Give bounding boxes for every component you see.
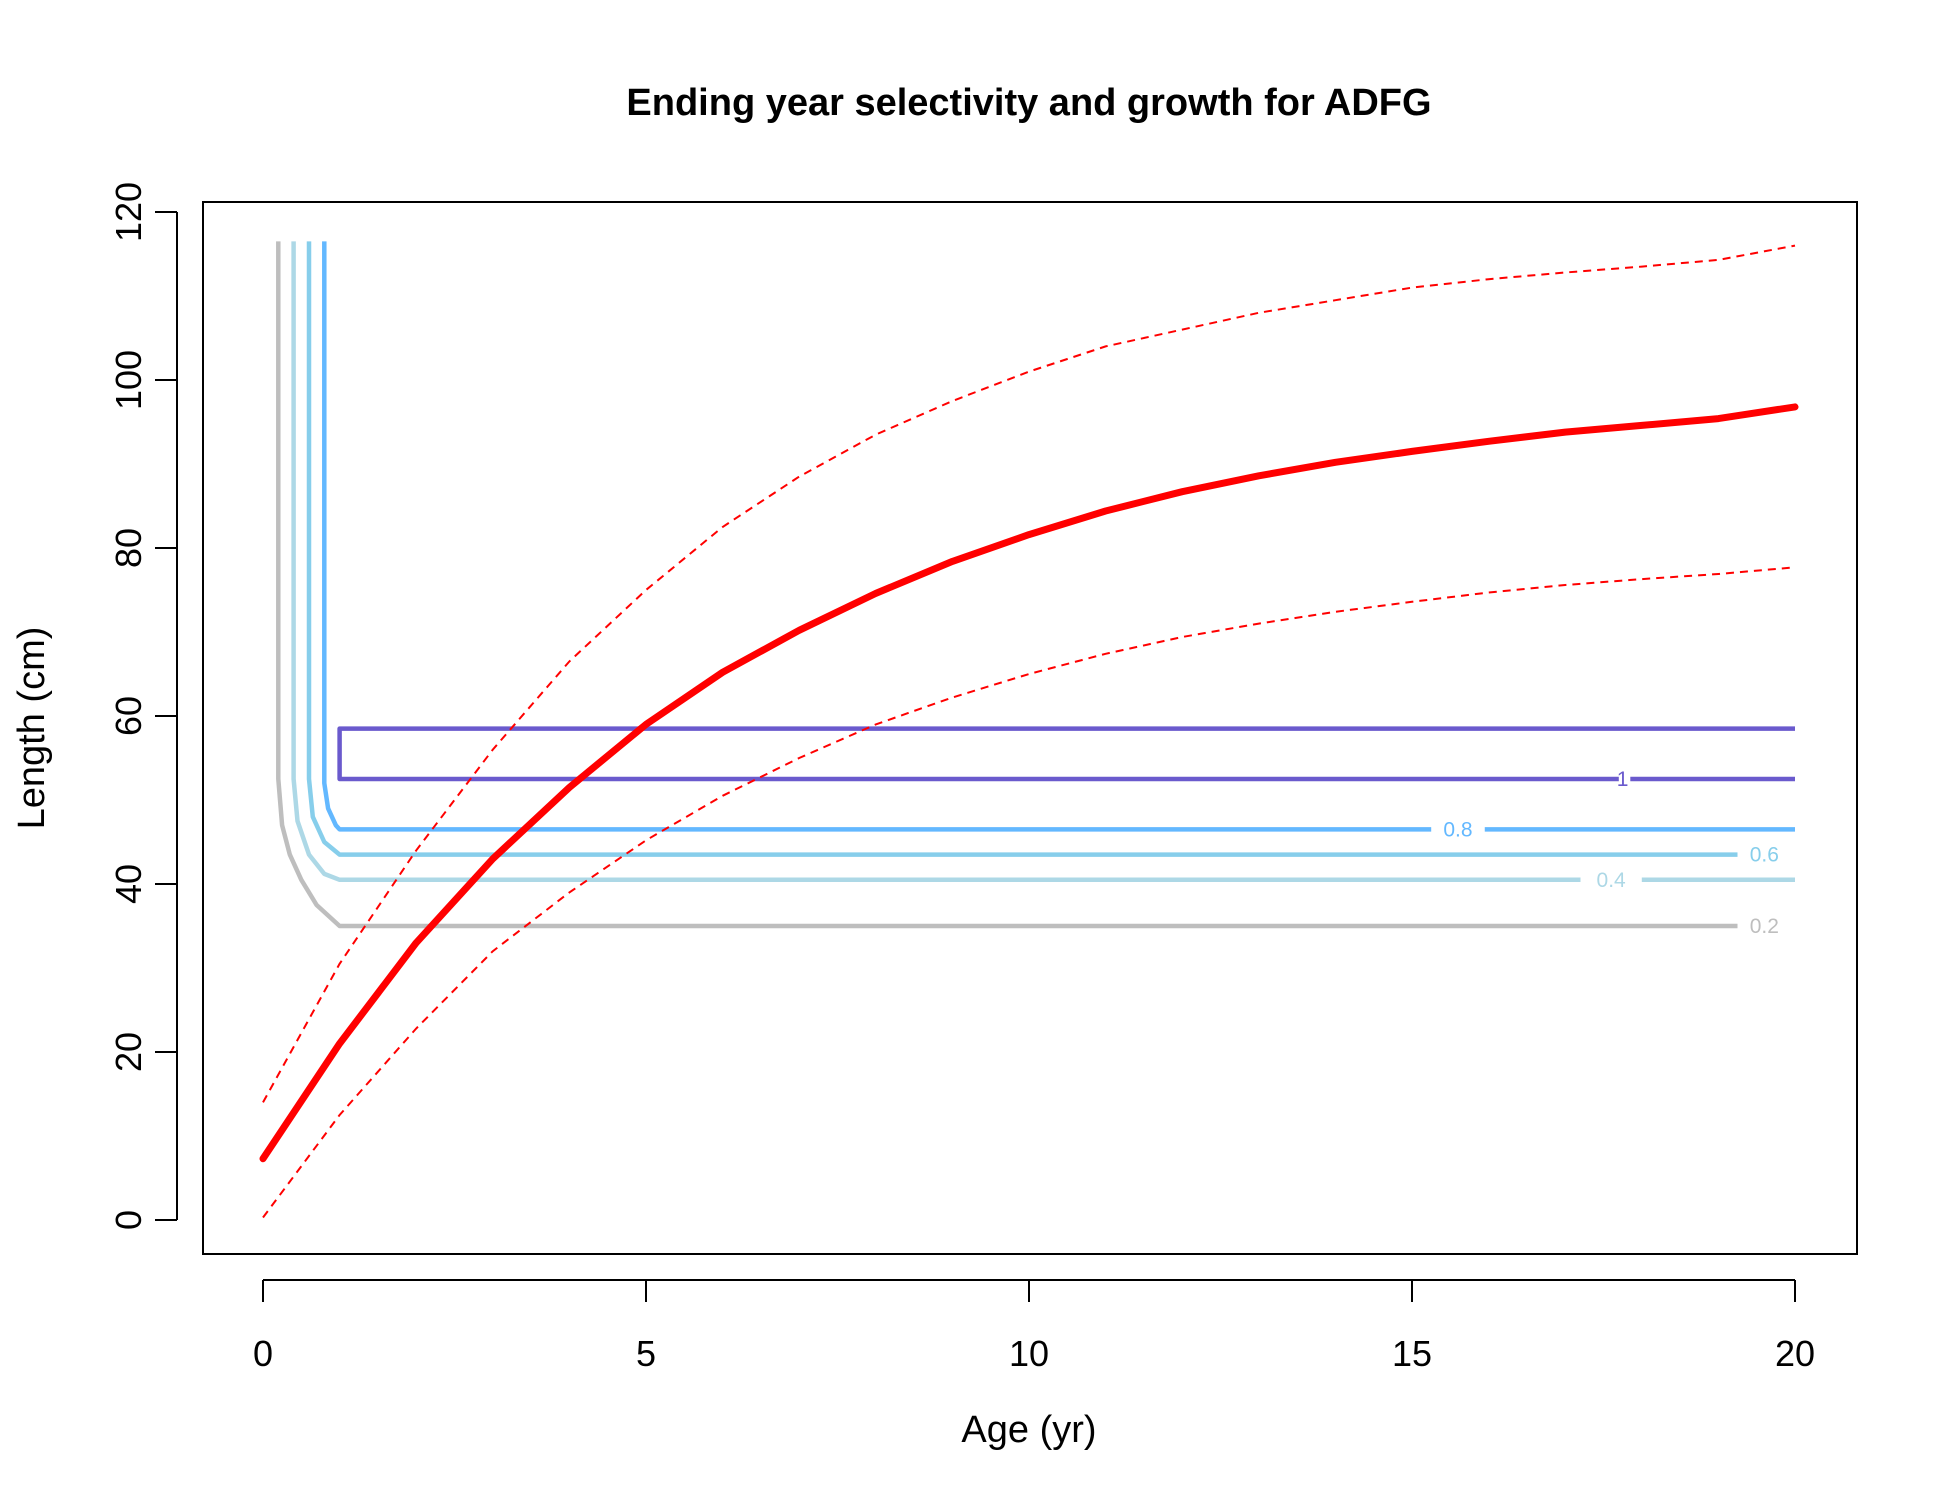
y-tick-label: 60 — [108, 696, 149, 736]
x-tick-label: 20 — [1775, 1333, 1815, 1374]
y-axis-label: Length (cm) — [11, 627, 53, 830]
contour-label: 0.2 — [1750, 915, 1779, 938]
contour-label: 1 — [1617, 768, 1629, 791]
contour-label: 0.4 — [1597, 869, 1627, 892]
y-tick-label: 40 — [108, 864, 149, 904]
growth-lower-interval-line — [262, 566, 1796, 1219]
selectivity-contour-0-4 — [291, 241, 1581, 883]
y-tick-label: 20 — [108, 1032, 149, 1072]
selectivity-contour-1 — [337, 726, 1795, 782]
selectivity-contour-0-2 — [276, 241, 1738, 929]
x-tick-label: 0 — [253, 1333, 273, 1374]
x-axis-label: Age (yr) — [961, 1409, 1096, 1451]
plot-area: 0.2 0.4 0.6 0.8 1 — [259, 241, 1799, 1219]
contour-label: 0.8 — [1443, 818, 1472, 841]
x-axis: 0 5 10 15 20 — [253, 1279, 1815, 1374]
x-tick-label: 5 — [636, 1333, 656, 1374]
contour-label: 0.6 — [1750, 844, 1779, 867]
selectivity-contour-0-6 — [306, 241, 1738, 857]
y-tick-label: 80 — [108, 528, 149, 568]
y-tick-label: 120 — [108, 182, 149, 242]
growth-upper-interval-line — [262, 244, 1796, 1103]
y-tick-label: 100 — [108, 350, 149, 410]
x-tick-label: 10 — [1009, 1333, 1049, 1374]
selectivity-contour-0-8 — [322, 241, 1432, 832]
y-axis: 0 20 40 60 80 100 120 — [108, 182, 178, 1230]
plot-frame — [202, 201, 1858, 1255]
x-tick-label: 15 — [1392, 1333, 1432, 1374]
y-tick-label: 0 — [108, 1210, 149, 1230]
chart-title: Ending year selectivity and growth for A… — [626, 82, 1431, 124]
growth-mean-line — [259, 403, 1799, 1163]
